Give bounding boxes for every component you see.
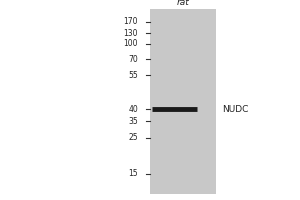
Text: NUDC: NUDC <box>222 104 248 114</box>
Bar <box>150 9 216 194</box>
Text: 25: 25 <box>128 134 138 142</box>
Text: 170: 170 <box>124 18 138 26</box>
Text: 35: 35 <box>128 116 138 126</box>
Text: 55: 55 <box>128 71 138 79</box>
Text: 15: 15 <box>128 170 138 178</box>
Text: rat: rat <box>177 0 189 7</box>
Text: 70: 70 <box>128 54 138 64</box>
Text: 130: 130 <box>124 28 138 38</box>
Text: 100: 100 <box>124 40 138 48</box>
Text: 40: 40 <box>128 104 138 114</box>
